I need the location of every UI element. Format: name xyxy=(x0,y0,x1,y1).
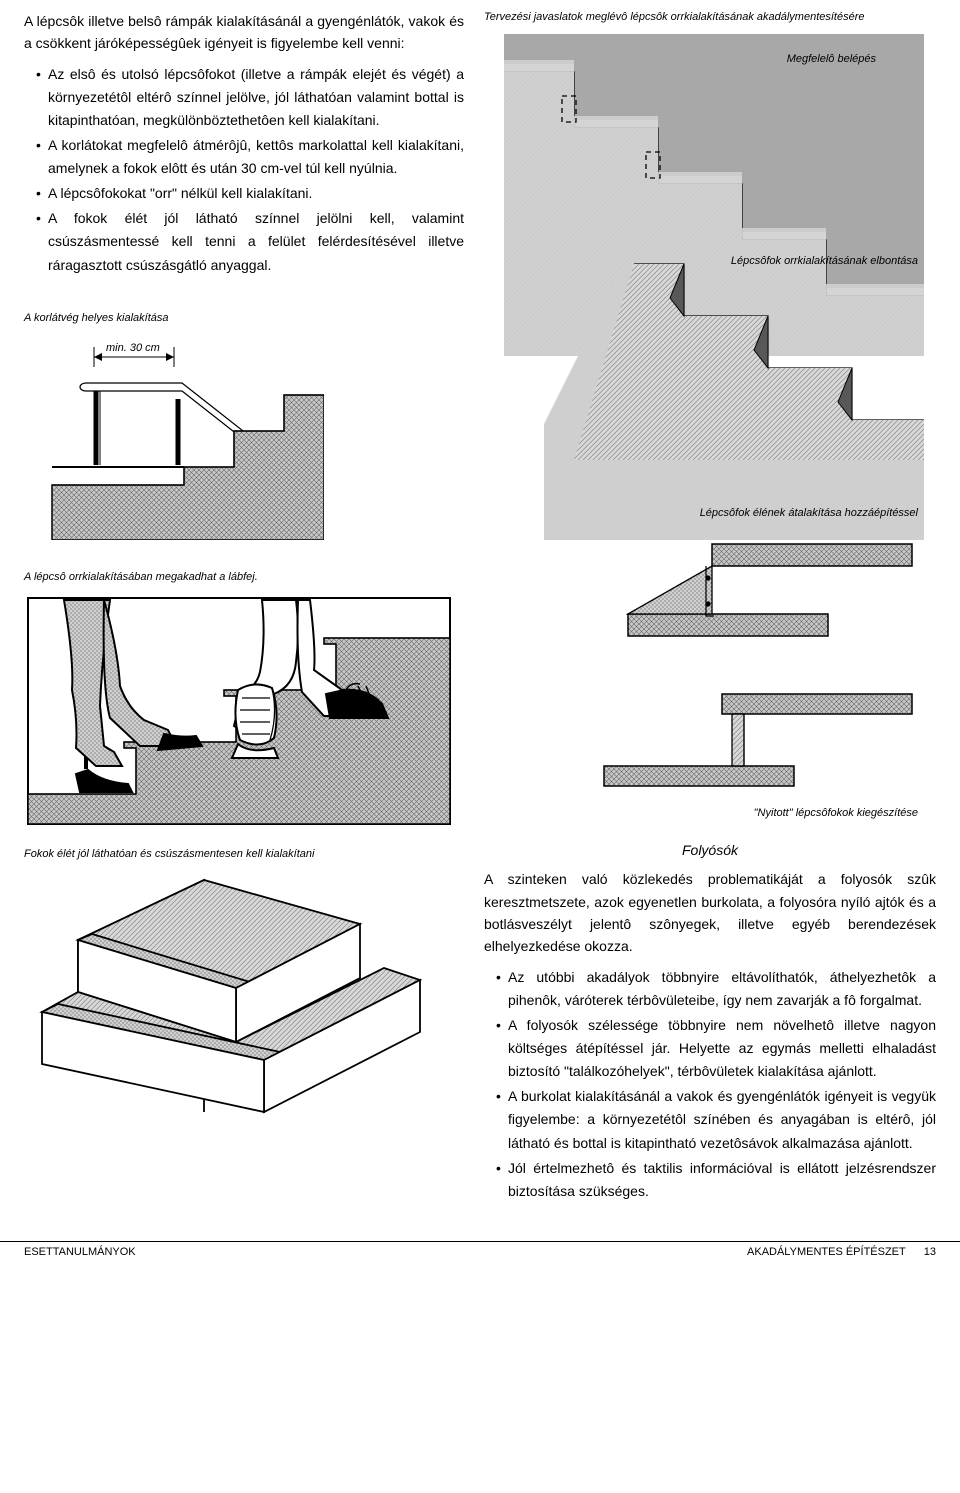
stairs-bullet-list: Az elsô és utolsó lépcsôfokot (illetve a… xyxy=(24,63,464,277)
section-title-corridors: Folyósók xyxy=(484,842,936,858)
page-footer: ESETTANULMÁNYOK AKADÁLYMENTES ÉPÍTÉSZET … xyxy=(0,1241,960,1268)
footer-left: ESETTANULMÁNYOK xyxy=(24,1246,136,1258)
list-item: Jól értelmezhetô és taktilis információv… xyxy=(496,1157,936,1203)
caption-step-edge: Fokok élét jól láthatóan és csúszásmente… xyxy=(24,847,464,861)
intro-paragraph: A lépcsôk illetve belsô rámpák kialakítá… xyxy=(24,10,464,55)
label-edge-addition: Lépcsôfok élének átalakítása hozzáépítés… xyxy=(700,506,918,520)
list-item: A folyosók szélessége többnyire nem növe… xyxy=(496,1014,936,1083)
figure-tripping xyxy=(24,594,464,829)
label-nosing-removal: Lépcsôfok orrkialakításának elbontása xyxy=(731,254,918,268)
list-item: A fokok élét jól látható színnel jelölni… xyxy=(36,207,464,276)
caption-handrail: A korlátvég helyes kialakítása xyxy=(24,311,464,325)
footer-page-number: 13 xyxy=(924,1246,936,1258)
list-item: A lépcsôfokokat "orr" nélkül kell kialak… xyxy=(36,182,464,205)
list-item: Az elsô és utolsó lépcsôfokot (illetve a… xyxy=(36,63,464,132)
label-open-riser-fill: "Nyitott" lépcsôfokok kiegészítése xyxy=(754,806,918,820)
list-item: A korlátokat megfelelô átmérôjû, kettôs … xyxy=(36,134,464,180)
label-proper-entry: Megfelelô belépés xyxy=(787,52,876,66)
corridors-paragraph: A szinteken való közlekedés problematiká… xyxy=(484,868,936,958)
dimension-label: min. 30 cm xyxy=(106,342,186,354)
list-item: A burkolat kialakításánál a vakok és gye… xyxy=(496,1085,936,1154)
corridors-bullet-list: Az utóbbi akadályok többnyire eltávolíth… xyxy=(484,966,936,1203)
list-item: Az utóbbi akadályok többnyire eltávolíth… xyxy=(496,966,936,1012)
right-panel-title: Tervezési javaslatok meglévô lépcsôk orr… xyxy=(484,10,936,24)
figure-step-3d xyxy=(24,872,464,1122)
figure-handrail: min. 30 cm xyxy=(24,335,464,552)
footer-right-label: AKADÁLYMENTES ÉPÍTÉSZET xyxy=(747,1246,906,1258)
caption-nosing-trip: A lépcsô orrkialakításában megakadhat a … xyxy=(24,570,464,584)
figure-stair-sections: Megfelelô belépés Lépcsôfok orrkialakítá… xyxy=(484,34,936,824)
